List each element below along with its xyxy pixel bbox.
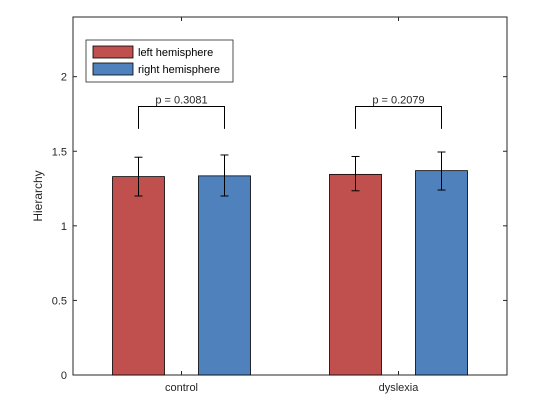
bar-right-hemisphere bbox=[415, 170, 468, 376]
legend: left hemisphere right hemisphere bbox=[85, 39, 234, 83]
p-value-label: p = 0.2079 bbox=[372, 95, 424, 107]
p-value-label: p = 0.3081 bbox=[155, 95, 207, 107]
y-axis-label: Hierarchy bbox=[31, 170, 45, 221]
plot-area: 0 0.5 1 1.5 2 Hierarchy control p = 0.3081 dysle… bbox=[31, 16, 508, 394]
x-tick-label: dyslexia bbox=[379, 382, 420, 394]
y-tick-label: 0.5 bbox=[52, 295, 67, 307]
y-tick-label: 1.5 bbox=[52, 146, 67, 158]
significance-bracket bbox=[355, 106, 442, 129]
legend-entry: right hemisphere bbox=[138, 64, 220, 76]
legend-swatch bbox=[92, 45, 134, 59]
significance-bracket bbox=[138, 106, 225, 129]
legend-entry: left hemisphere bbox=[138, 47, 213, 59]
bar-left-hemisphere bbox=[112, 176, 165, 376]
x-tick-label: control bbox=[165, 382, 198, 394]
y-tick-label: 1 bbox=[61, 221, 67, 233]
y-tick-label: 2 bbox=[61, 72, 67, 84]
bar-right-hemisphere bbox=[198, 175, 251, 376]
legend-swatch bbox=[92, 62, 134, 76]
y-tick-label: 0 bbox=[61, 370, 67, 382]
bar-left-hemisphere bbox=[329, 173, 382, 376]
